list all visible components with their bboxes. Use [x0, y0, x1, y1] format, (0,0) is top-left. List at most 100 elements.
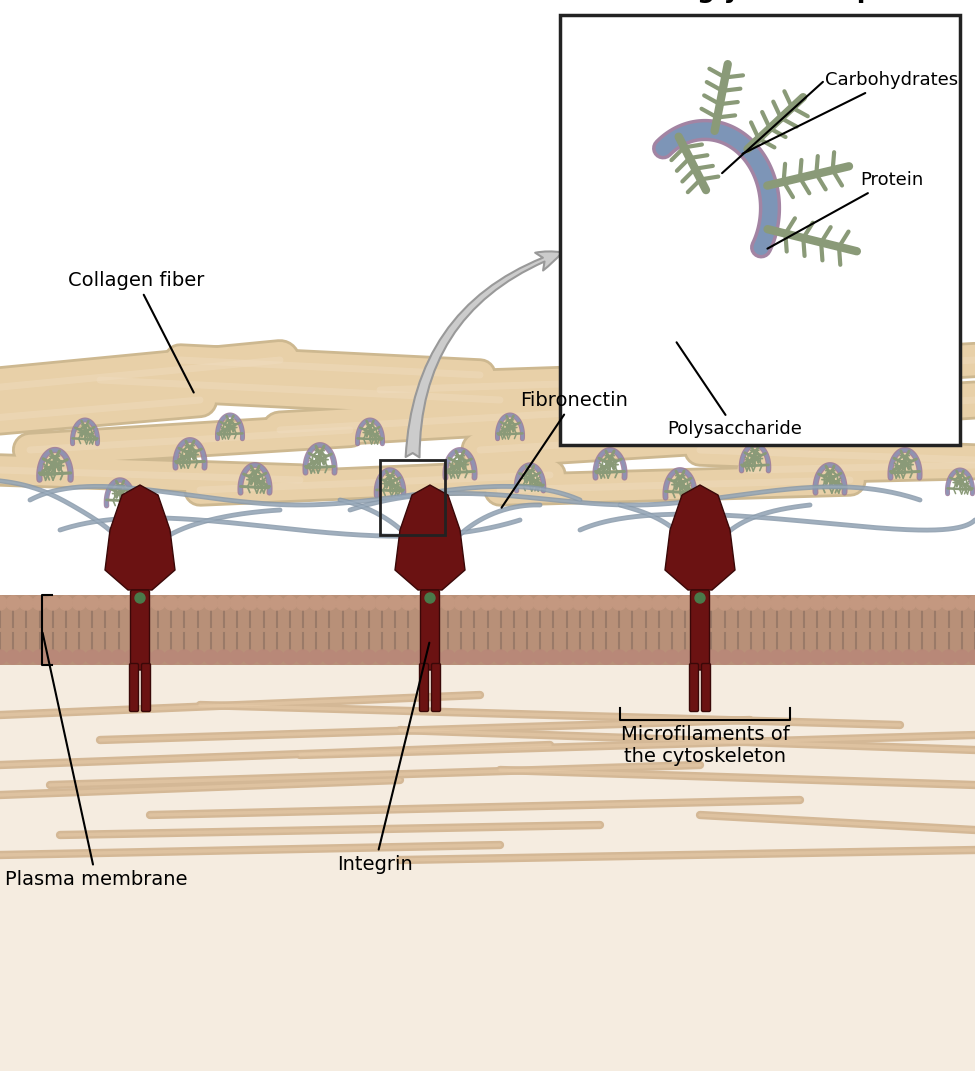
- Text: Microfilaments of
the cytoskeleton: Microfilaments of the cytoskeleton: [621, 725, 790, 766]
- Circle shape: [902, 650, 916, 664]
- Circle shape: [928, 650, 943, 664]
- Circle shape: [797, 595, 811, 610]
- Bar: [380, 461, 445, 536]
- Circle shape: [402, 650, 415, 664]
- Circle shape: [441, 595, 455, 610]
- Circle shape: [296, 595, 310, 610]
- Circle shape: [823, 595, 838, 610]
- Circle shape: [32, 650, 47, 664]
- Circle shape: [968, 595, 975, 610]
- Circle shape: [111, 650, 126, 664]
- Circle shape: [493, 650, 508, 664]
- Circle shape: [428, 595, 442, 610]
- Circle shape: [695, 593, 705, 603]
- Circle shape: [256, 595, 270, 610]
- Circle shape: [20, 595, 33, 610]
- Circle shape: [507, 650, 521, 664]
- Circle shape: [6, 595, 20, 610]
- Circle shape: [560, 650, 573, 664]
- Circle shape: [270, 595, 284, 610]
- Circle shape: [955, 650, 969, 664]
- Circle shape: [599, 595, 613, 610]
- Circle shape: [744, 595, 758, 610]
- Circle shape: [560, 595, 573, 610]
- Circle shape: [481, 650, 494, 664]
- Bar: [560, 15, 960, 444]
- Circle shape: [349, 595, 363, 610]
- Circle shape: [135, 593, 145, 603]
- FancyBboxPatch shape: [420, 590, 440, 670]
- FancyBboxPatch shape: [419, 664, 428, 711]
- Circle shape: [323, 650, 336, 664]
- Text: Carbohydrates: Carbohydrates: [743, 71, 958, 154]
- Circle shape: [151, 595, 165, 610]
- Circle shape: [520, 595, 534, 610]
- Circle shape: [191, 595, 205, 610]
- Circle shape: [849, 595, 864, 610]
- Circle shape: [375, 595, 389, 610]
- Circle shape: [362, 595, 376, 610]
- Circle shape: [425, 593, 435, 603]
- Circle shape: [718, 650, 731, 664]
- Circle shape: [651, 595, 666, 610]
- Circle shape: [823, 650, 838, 664]
- Circle shape: [744, 650, 758, 664]
- Circle shape: [256, 650, 270, 664]
- Circle shape: [770, 650, 784, 664]
- Circle shape: [572, 595, 587, 610]
- Circle shape: [889, 595, 903, 610]
- Circle shape: [467, 650, 482, 664]
- Circle shape: [309, 650, 324, 664]
- Circle shape: [679, 650, 692, 664]
- Circle shape: [230, 595, 244, 610]
- Circle shape: [177, 650, 191, 664]
- Text: Polysaccharide: Polysaccharide: [668, 343, 802, 438]
- Circle shape: [533, 650, 547, 664]
- Circle shape: [323, 595, 336, 610]
- FancyArrowPatch shape: [406, 252, 563, 457]
- Circle shape: [217, 595, 231, 610]
- Circle shape: [810, 595, 824, 610]
- Circle shape: [72, 650, 86, 664]
- Circle shape: [770, 595, 784, 610]
- Circle shape: [20, 650, 33, 664]
- Circle shape: [942, 595, 956, 610]
- Circle shape: [46, 595, 59, 610]
- Circle shape: [296, 650, 310, 664]
- FancyBboxPatch shape: [690, 590, 710, 670]
- Text: Integrin: Integrin: [337, 643, 429, 874]
- Circle shape: [244, 650, 257, 664]
- Circle shape: [784, 650, 798, 664]
- FancyBboxPatch shape: [432, 664, 441, 711]
- Circle shape: [137, 650, 152, 664]
- Circle shape: [520, 650, 534, 664]
- Circle shape: [784, 595, 798, 610]
- Circle shape: [758, 650, 771, 664]
- Circle shape: [375, 650, 389, 664]
- Circle shape: [586, 650, 600, 664]
- FancyBboxPatch shape: [141, 664, 150, 711]
- Circle shape: [414, 650, 429, 664]
- Circle shape: [493, 595, 508, 610]
- Bar: [0, 0, 975, 595]
- Circle shape: [58, 595, 73, 610]
- Circle shape: [244, 595, 257, 610]
- Circle shape: [863, 595, 877, 610]
- Polygon shape: [105, 485, 175, 590]
- Circle shape: [942, 650, 956, 664]
- Text: Protein: Protein: [767, 171, 923, 248]
- Circle shape: [85, 595, 99, 610]
- Circle shape: [58, 650, 73, 664]
- Circle shape: [6, 650, 20, 664]
- Circle shape: [679, 595, 692, 610]
- Circle shape: [137, 595, 152, 610]
- Circle shape: [691, 650, 705, 664]
- Circle shape: [335, 650, 350, 664]
- Circle shape: [0, 595, 7, 610]
- FancyBboxPatch shape: [130, 664, 138, 711]
- Text: Collagen fiber: Collagen fiber: [68, 271, 205, 393]
- Circle shape: [955, 595, 969, 610]
- Circle shape: [625, 595, 640, 610]
- Circle shape: [533, 595, 547, 610]
- Circle shape: [837, 595, 850, 610]
